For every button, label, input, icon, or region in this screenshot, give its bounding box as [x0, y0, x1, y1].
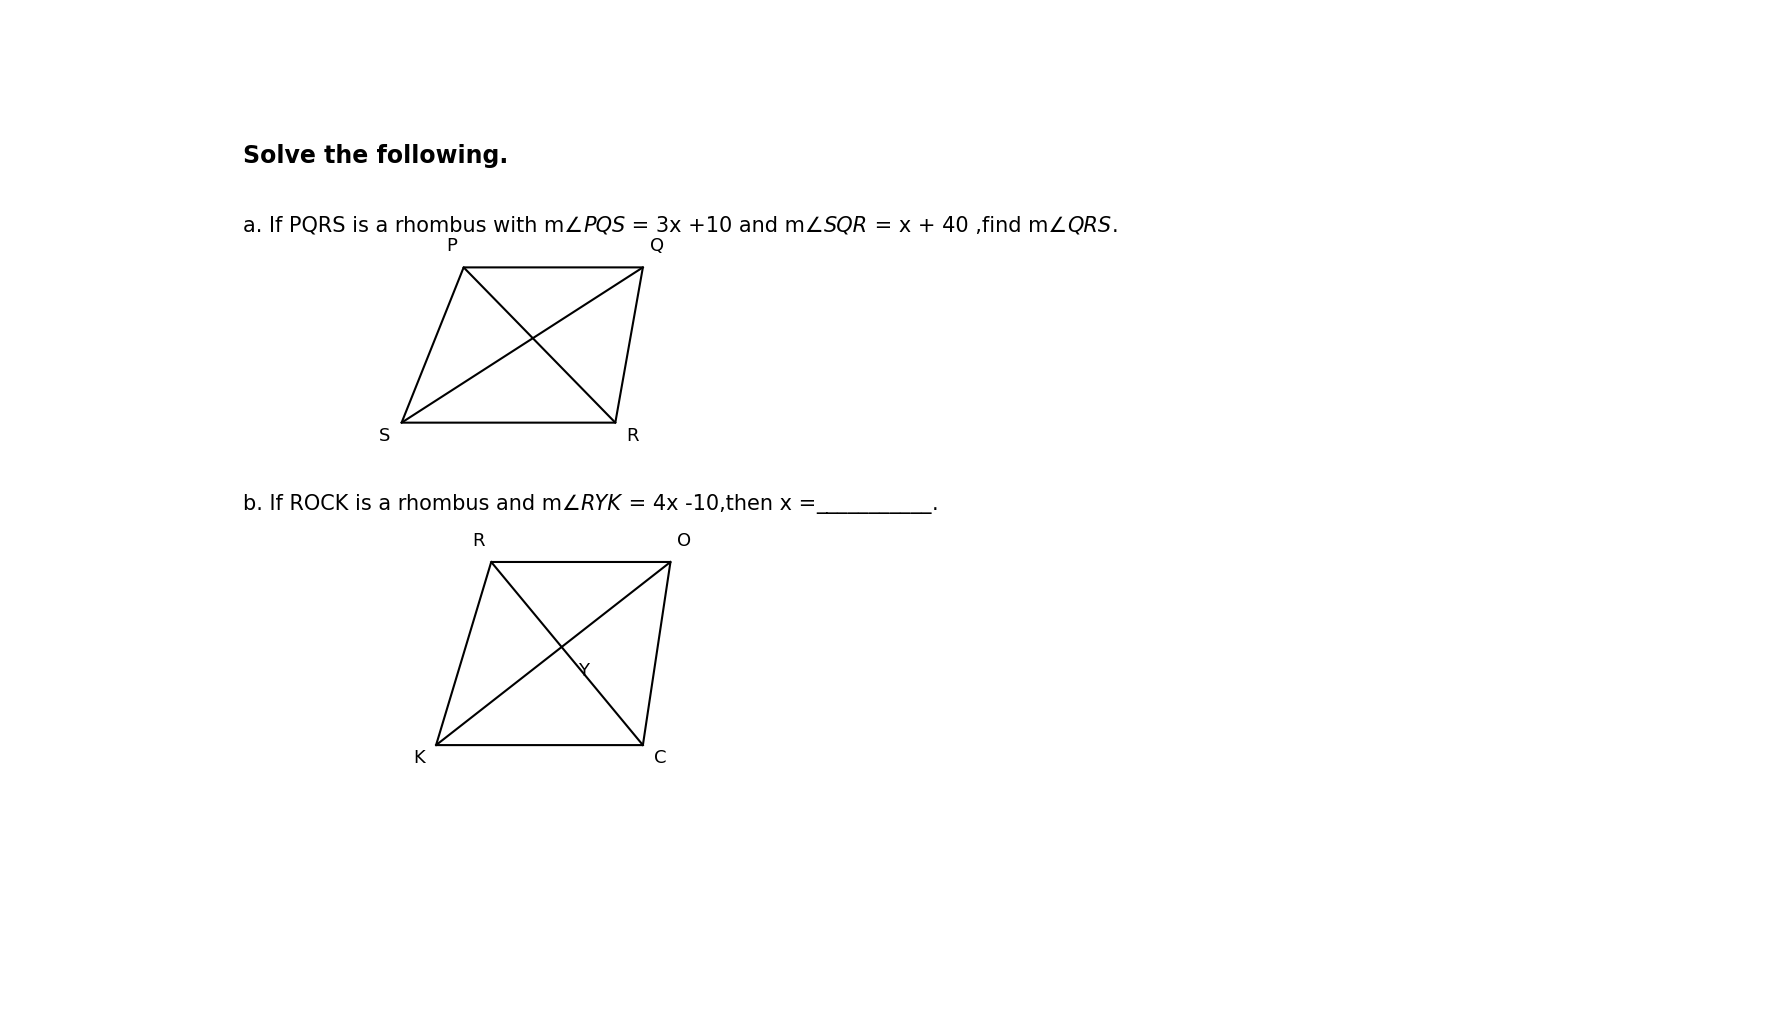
- Text: PQS: PQS: [584, 216, 624, 236]
- Text: = 4x -10,then x =: = 4x -10,then x =: [623, 494, 817, 514]
- Text: C: C: [655, 749, 667, 767]
- Text: Y: Y: [578, 662, 589, 679]
- Text: K: K: [413, 749, 425, 767]
- Text: b. If ROCK is a rhombus and m∠: b. If ROCK is a rhombus and m∠: [244, 494, 580, 514]
- Text: O: O: [678, 533, 692, 550]
- Text: .: .: [932, 494, 938, 514]
- Text: R: R: [626, 427, 639, 445]
- Text: R: R: [471, 533, 484, 550]
- Text: = x + 40 ,find m∠: = x + 40 ,find m∠: [868, 216, 1067, 236]
- Text: RYK: RYK: [580, 494, 623, 514]
- Text: QRS: QRS: [1067, 216, 1112, 236]
- Text: .: .: [1112, 216, 1117, 236]
- Text: S: S: [379, 427, 391, 445]
- Text: a. If PQRS is a rhombus with m∠: a. If PQRS is a rhombus with m∠: [244, 216, 584, 236]
- Text: SQR: SQR: [824, 216, 868, 236]
- Text: ___________: ___________: [817, 494, 932, 514]
- Text: P: P: [447, 238, 457, 255]
- Text: Q: Q: [649, 238, 664, 255]
- Text: Solve the following.: Solve the following.: [244, 144, 509, 168]
- Text: = 3x +10 and m∠: = 3x +10 and m∠: [624, 216, 824, 236]
